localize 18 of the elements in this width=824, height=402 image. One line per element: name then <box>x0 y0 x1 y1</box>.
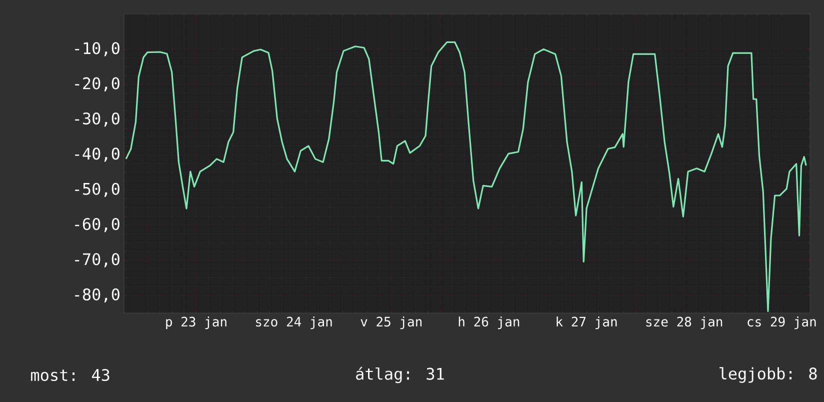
y-tick-label: -60,0 <box>75 218 120 232</box>
x-tick-label: szo 24 jan <box>256 316 332 330</box>
y-tick-label: -10,0 <box>75 42 120 56</box>
x-tick-label: cs 29 jan <box>748 316 816 330</box>
y-tick-label: -20,0 <box>75 77 120 92</box>
y-tick-label: -30,0 <box>75 112 120 127</box>
text: legjobb: 8 <box>720 367 817 383</box>
x-tick-label: h 26 jan <box>458 316 520 330</box>
y-tick-label: -80,0 <box>75 288 120 302</box>
y-tick-label: -40,0 <box>75 148 120 162</box>
x-tick-label: k 27 jan <box>556 316 617 330</box>
x-tick-label: p 23 jan <box>166 316 226 330</box>
y-tick-label: -70,0 <box>75 253 120 268</box>
x-tick-label: sze 28 jan <box>646 316 722 330</box>
text: most: 43 <box>31 368 110 382</box>
text: átlag: 31 <box>356 366 444 384</box>
x-tick-label: v 25 jan <box>360 316 422 330</box>
y-tick-label: -50,0 <box>75 182 120 197</box>
